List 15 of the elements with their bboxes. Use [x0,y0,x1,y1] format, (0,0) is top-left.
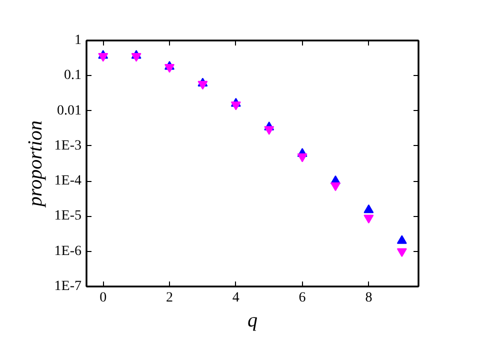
x-axis-title: q [248,310,258,332]
y-tick-label: 1E-6 [54,244,82,259]
y-axis-title: proportion [24,120,46,208]
y-tick-label: 1E-4 [54,174,82,189]
x-tick-label: 2 [166,290,173,306]
y-tick-label: 0.01 [57,103,82,118]
y-tick-label: 1E-7 [54,279,82,294]
y-tick-label: 1 [74,33,82,48]
x-tick-label: 4 [232,290,240,306]
y-tick-label: 0.1 [64,68,82,84]
y-tick-label: 1E-3 [54,138,82,154]
x-tick-label: 8 [365,290,372,306]
x-tick-label: 6 [298,290,306,306]
y-tick-label: 1E-5 [54,208,82,224]
x-tick-label: 0 [100,290,107,306]
